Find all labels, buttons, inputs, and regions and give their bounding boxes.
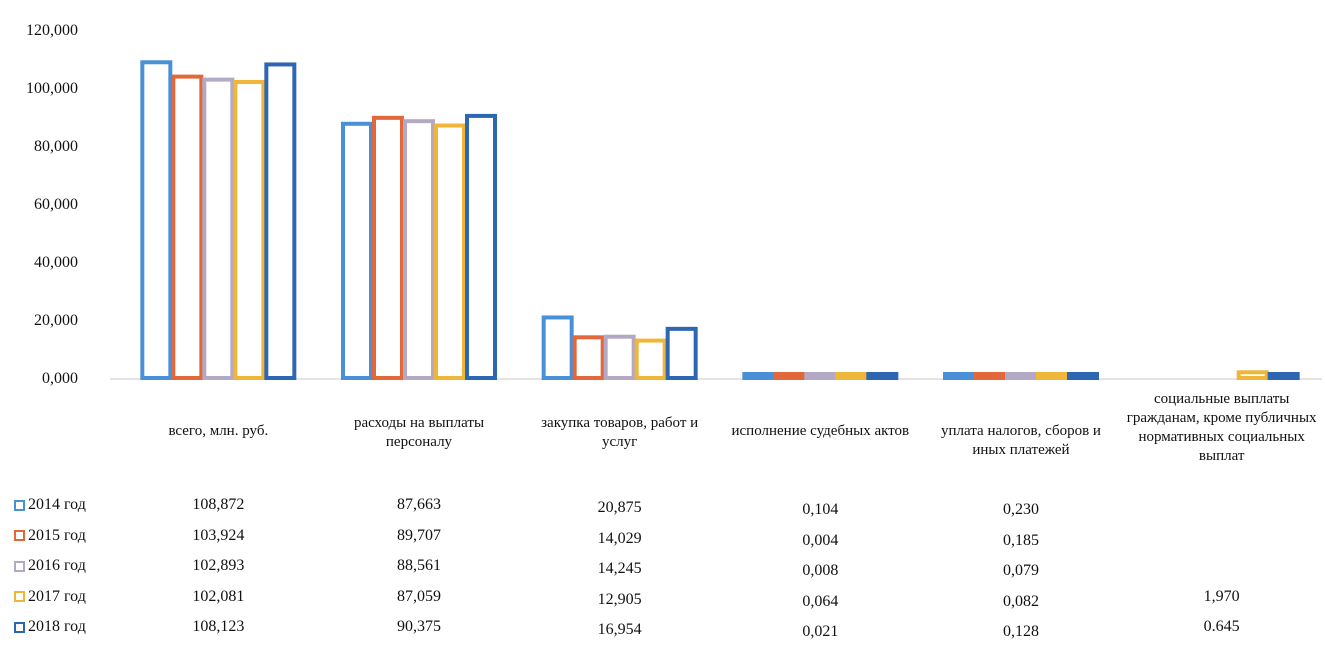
data-table-cell: 0,230 xyxy=(1003,501,1039,518)
bar-2018-год xyxy=(665,326,698,381)
legend-label: 2016 год xyxy=(28,557,86,574)
data-table-cell: 102,893 xyxy=(192,557,245,574)
data-table-cell: 87,059 xyxy=(397,587,441,605)
category-label: исполнение судебных актов xyxy=(731,423,910,439)
bar-2018-год xyxy=(866,372,899,380)
data-table-cell: 108,123 xyxy=(192,618,245,635)
y-tick-label: 0,000 xyxy=(42,370,78,387)
data-table-cell: 0,021 xyxy=(802,623,839,640)
bar-2017-год xyxy=(434,123,466,380)
bar-2015-год xyxy=(572,335,605,380)
category-label: закупка товаров, работ и услуг xyxy=(541,415,699,450)
bar-2018-год xyxy=(1067,372,1099,380)
bar-2017-год xyxy=(233,79,266,381)
bar-2015-год xyxy=(372,115,404,380)
legend-entry: 2016 год xyxy=(14,557,86,575)
bar-2016-год xyxy=(804,372,837,380)
data-table-cell: 0,064 xyxy=(802,592,839,610)
y-tick-label: 120,000 xyxy=(26,22,78,39)
data-table-cell: 108,872 xyxy=(192,496,245,513)
bar-2018-год xyxy=(264,62,297,380)
category-label: всего, млн. руб. xyxy=(168,423,269,439)
legend-label: 2015 год xyxy=(28,526,86,544)
bar-2014-год xyxy=(140,60,173,380)
data-table-cell: 87,663 xyxy=(397,496,441,513)
data-table-cell: 0,082 xyxy=(1003,592,1039,610)
legend-label: 2017 год xyxy=(28,587,86,605)
bar-2017-год xyxy=(1036,372,1068,380)
data-table-cell: 0,008 xyxy=(802,562,839,579)
legend-label: 2018 год xyxy=(28,618,86,635)
legend-label: 2014 год xyxy=(28,496,86,513)
y-tick-label: 60,000 xyxy=(34,196,78,213)
bar-2018-год xyxy=(465,113,497,380)
bar-2016-год xyxy=(202,77,235,381)
category-label: уплата налогов, сборов и иных платежей xyxy=(941,423,1101,458)
bar-2015-год xyxy=(171,74,204,381)
data-table-cell: 88,561 xyxy=(397,557,441,574)
data-table-cell: 14,245 xyxy=(597,560,642,577)
bar-2017-год xyxy=(1236,370,1269,380)
bar-2017-год xyxy=(835,372,868,380)
category-label: социальные выплаты гражданам, кроме публ… xyxy=(1126,391,1317,464)
y-tick-label: 40,000 xyxy=(34,254,78,271)
bar-2014-год xyxy=(541,315,574,380)
legend-entry: 2015 год xyxy=(14,527,86,545)
bar-2015-год xyxy=(974,372,1006,380)
legend-entry: 2017 год xyxy=(14,588,86,606)
legend-entry: 2014 год xyxy=(14,496,86,514)
data-table-cell: 1,970 xyxy=(1203,587,1240,605)
data-table-cell: 0,004 xyxy=(802,531,839,549)
data-table-cell: 12,905 xyxy=(597,590,642,608)
data-table-cell: 90,375 xyxy=(397,618,441,635)
data-table-cell: 0,104 xyxy=(802,501,839,518)
data-table-cell: 0,079 xyxy=(1003,562,1039,579)
y-tick-label: 20,000 xyxy=(34,312,78,329)
bar-2014-год xyxy=(943,372,975,380)
legend-swatch-icon xyxy=(14,591,25,602)
data-table-cell: 0,185 xyxy=(1003,531,1039,549)
bar-2018-год xyxy=(1267,372,1300,380)
data-table-cell: 89,707 xyxy=(397,526,441,544)
data-table-cell: 16,954 xyxy=(597,621,642,638)
bar-2017-год xyxy=(634,338,667,380)
bar-2016-год xyxy=(1005,372,1037,380)
bar-2014-год xyxy=(742,372,775,380)
data-table-cell: 102,081 xyxy=(192,587,245,605)
bar-2016-год xyxy=(403,119,435,381)
legend-swatch-icon xyxy=(14,621,25,633)
data-table-cell: 103,924 xyxy=(192,526,245,544)
category-label: расходы на выплаты персоналу xyxy=(353,415,485,450)
data-table-cell: 0.645 xyxy=(1203,618,1240,635)
data-table-cell: 20,875 xyxy=(597,499,642,516)
y-tick-label: 100,000 xyxy=(26,80,78,97)
bar-2015-год xyxy=(773,372,806,380)
legend-swatch-icon xyxy=(14,499,25,511)
data-table-cell: 14,029 xyxy=(597,529,642,547)
legend-entry: 2018 год xyxy=(14,618,86,636)
y-tick-label: 80,000 xyxy=(34,138,78,155)
legend-swatch-icon xyxy=(14,560,25,572)
bar-2016-год xyxy=(603,334,636,381)
bar-2014-год xyxy=(341,121,373,380)
legend-swatch-icon xyxy=(14,530,25,541)
data-table-cell: 0,128 xyxy=(1003,623,1039,640)
